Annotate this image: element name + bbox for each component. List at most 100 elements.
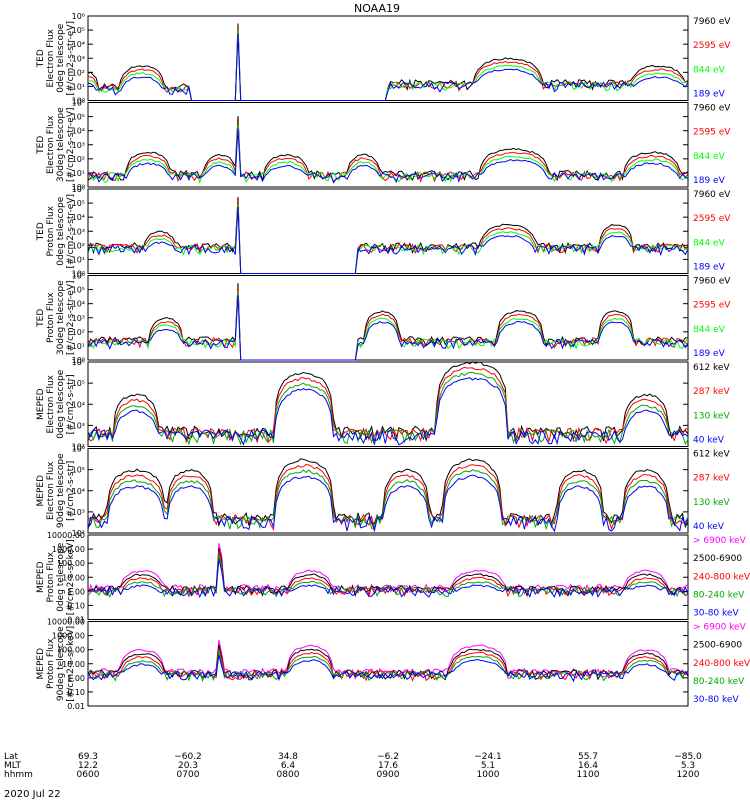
legend-entry: 844 eV: [693, 65, 726, 75]
ytick-label: 10.00: [62, 660, 85, 669]
legend-entry: 7960 eV: [693, 190, 731, 200]
series-1-line: [87, 120, 689, 183]
ylabel-line: MEPED: [36, 475, 46, 507]
xtick-mlt: 16.4: [578, 761, 598, 771]
ytick-label: 10⁵: [72, 113, 85, 122]
ytick-label: 10⁴: [72, 40, 85, 49]
series-3-line: [87, 554, 689, 598]
legend-entry: 7960 eV: [693, 277, 731, 287]
legend-entry: 2595 eV: [693, 41, 731, 51]
ylabel: MEPEDProton Flux0deg telescope[#/cm2-s-s…: [36, 539, 76, 615]
ylabel-line: [#/cm2-s-str]: [66, 461, 76, 521]
ylabel-line: Electron Flux: [46, 28, 56, 87]
ylabel-line: TED: [36, 49, 46, 68]
ytick-label: 10²: [72, 241, 85, 250]
ytick-label: 10³: [72, 141, 85, 150]
figure-title: NOAA19: [354, 2, 400, 15]
legend-entry: 30-80 keV: [693, 609, 739, 619]
series-3-line: [87, 34, 689, 101]
ytick-label: 10¹: [72, 82, 85, 91]
legend-entry: 80-240 keV: [693, 677, 745, 687]
ytick-label: 10²: [72, 155, 85, 164]
series-0-line: [87, 116, 689, 183]
ytick-label: 10⁰: [72, 270, 85, 279]
series-0-line: [87, 283, 688, 361]
ylabel-line: MEPED: [36, 561, 46, 593]
series-3-line: [88, 206, 689, 274]
ytick-label: 0.10: [67, 688, 85, 697]
ytick-label: 10²: [72, 68, 85, 77]
ytick-label: 10000.00: [47, 618, 85, 627]
ytick-label: 10⁴: [72, 127, 85, 136]
xtick-lat: −24.1: [474, 752, 502, 762]
ylabel-line: [#/cm2-s-sr-keV]: [66, 626, 76, 702]
series-0-line: [87, 361, 689, 443]
xtick-hhmm: 1000: [477, 770, 500, 780]
ylabel-line: [#/cm2-s-str-eV]: [66, 107, 76, 182]
xtick-mlt: 12.2: [78, 761, 98, 771]
panel-frame: [87, 621, 689, 707]
legend-entry: 130 keV: [693, 498, 730, 508]
xtick-hhmm: 0900: [377, 770, 400, 780]
xtick-hhmm: 1100: [577, 770, 600, 780]
ylabel-line: Electron Flux: [46, 115, 56, 174]
ylabel-line: 90deg telescope: [56, 453, 66, 528]
legend-entry: 287 keV: [693, 387, 730, 397]
ylabel: MEPEDElectron Flux0deg telescope[#/cm2-s…: [36, 369, 76, 439]
xtick-lat: −6.2: [377, 752, 399, 762]
xaxis-row-label: MLT: [4, 761, 22, 771]
ylabel-line: TED: [36, 309, 46, 328]
ytick-label: 10⁴: [72, 400, 85, 409]
ytick-label: 1000.00: [52, 545, 85, 554]
ylabel-line: TED: [36, 222, 46, 241]
ylabel: TEDElectron Flux30deg telescope[#/cm2-s-…: [36, 107, 76, 182]
xtick-lat: 34.8: [278, 752, 298, 762]
ytick-label: 10⁵: [72, 26, 85, 35]
panel-6: 0.010.101.0010.00100.001000.0010000.00ME…: [36, 531, 750, 625]
ytick-label: 10⁶: [72, 272, 85, 281]
ylabel-line: MEPED: [36, 388, 46, 420]
ylabel-line: [#/cm2-s-str-eV]: [66, 280, 76, 355]
ytick-label: 10⁶: [72, 99, 85, 108]
ytick-label: 10⁵: [72, 286, 85, 295]
series-3-line: [87, 377, 689, 446]
series-0-line: [87, 196, 689, 274]
legend-entry: 130 keV: [693, 411, 730, 421]
legend-entry: 2500-6900: [693, 554, 742, 564]
series-2-line: [87, 204, 689, 274]
panel-frame: [87, 275, 689, 361]
ytick-label: 0.01: [67, 702, 85, 711]
ylabel-line: 0deg telescope: [56, 369, 66, 439]
series-2-line: [87, 469, 689, 531]
xtick-mlt: 6.4: [281, 761, 296, 771]
xtick-hhmm: 0600: [77, 770, 100, 780]
ytick-label: 10⁶: [72, 185, 85, 194]
series-4-line: [87, 654, 689, 683]
ylabel: MEPEDProton Flux90deg telescope[#/cm2-s-…: [36, 626, 76, 702]
series-1-line: [88, 200, 689, 274]
xtick-lat: 69.3: [78, 752, 98, 762]
ytick-label: 1.00: [67, 587, 85, 596]
ytick-label: 10³: [72, 508, 85, 517]
ytick-label: 10⁵: [72, 466, 85, 475]
ylabel-line: TED: [36, 136, 46, 155]
ytick-label: 10²: [72, 328, 85, 337]
ylabel-line: [#/cm2-s-str]: [66, 374, 76, 434]
ylabel-line: [#/cm2-s-sr-keV]: [66, 539, 76, 615]
xaxis-row-label: hhmm: [4, 770, 33, 780]
ytick-label: 10³: [72, 54, 85, 63]
panel-frame: [87, 188, 689, 274]
xtick-mlt: 17.6: [378, 761, 398, 771]
legend-entry: 189 eV: [693, 90, 726, 100]
legend-entry: > 6900 keV: [693, 623, 747, 633]
legend-entry: 844 eV: [693, 238, 726, 248]
series-0-line: [87, 458, 689, 529]
ytick-label: 100.00: [57, 646, 85, 655]
ytick-label: 10²: [72, 529, 85, 538]
legend-entry: 2595 eV: [693, 128, 731, 138]
legend-entry: 2595 eV: [693, 301, 731, 311]
